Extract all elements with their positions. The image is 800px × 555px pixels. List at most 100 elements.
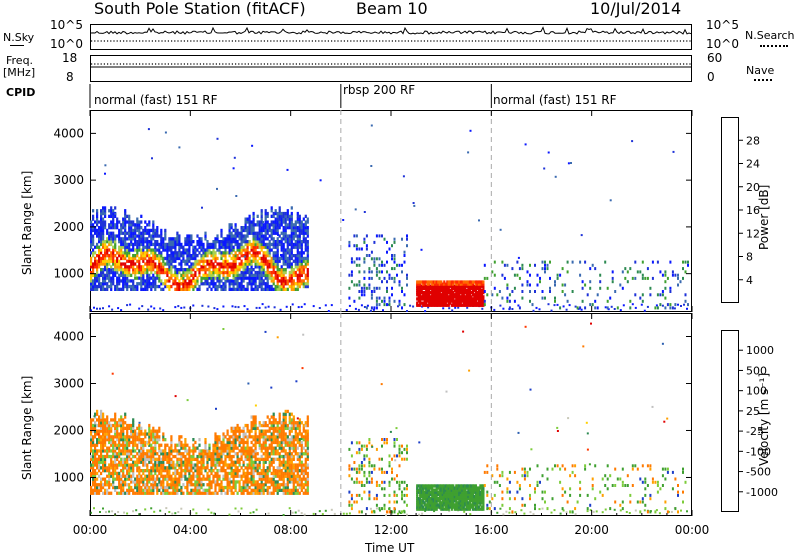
data-cell <box>379 234 381 237</box>
data-cell <box>168 271 170 274</box>
data-cell <box>186 458 188 461</box>
data-cell <box>656 304 658 306</box>
data-cell <box>537 274 539 277</box>
data-cell <box>263 447 265 450</box>
data-cell <box>654 306 656 309</box>
data-cell <box>237 466 239 469</box>
data-cell <box>160 279 162 282</box>
data-cell <box>263 432 265 435</box>
data-cell <box>222 306 224 308</box>
data-cell <box>277 492 279 495</box>
data-cell <box>370 165 372 167</box>
data-cell <box>138 282 140 285</box>
data-cell <box>192 492 194 495</box>
data-cell <box>421 249 423 251</box>
data-cell <box>265 220 267 223</box>
data-cell <box>214 251 216 254</box>
data-cell <box>100 410 102 413</box>
data-cell <box>249 215 251 218</box>
data-cell <box>373 287 375 290</box>
data-cell <box>301 271 303 274</box>
data-cell <box>140 447 142 450</box>
data-cell <box>150 483 152 486</box>
data-cell <box>142 478 144 481</box>
data-cell <box>567 270 569 273</box>
data-cell <box>148 449 150 452</box>
data-cell <box>134 455 136 458</box>
data-cell <box>162 461 164 464</box>
data-cell <box>136 277 138 280</box>
data-cell <box>200 461 202 464</box>
data-cell <box>166 478 168 481</box>
data-cell <box>92 449 94 452</box>
data-cell <box>92 478 94 481</box>
data-cell <box>164 444 166 447</box>
data-cell <box>116 432 118 435</box>
data-cell <box>118 492 120 495</box>
data-cell <box>376 267 378 270</box>
data-cell <box>289 220 291 223</box>
data-cell <box>138 461 140 464</box>
data-cell <box>152 478 154 481</box>
data-cell <box>289 418 291 421</box>
data-cell <box>218 475 220 478</box>
data-cell <box>174 492 176 495</box>
data-cell <box>124 413 126 416</box>
data-cell <box>122 461 124 464</box>
data-cell <box>128 285 130 288</box>
data-cell <box>237 254 239 257</box>
data-cell <box>610 199 612 201</box>
data-cell <box>144 271 146 274</box>
data-cell <box>110 483 112 486</box>
data-cell <box>634 261 636 264</box>
data-cell <box>245 432 247 435</box>
data-cell <box>287 435 289 438</box>
data-cell <box>140 438 142 441</box>
data-cell <box>148 220 150 223</box>
data-cell <box>166 279 168 282</box>
data-cell <box>263 452 265 455</box>
data-cell <box>239 475 241 478</box>
data-cell <box>361 304 363 306</box>
data-cell <box>124 427 126 430</box>
data-cell <box>94 447 96 450</box>
data-cell <box>481 308 483 310</box>
data-cell <box>269 418 271 421</box>
data-cell <box>612 270 614 273</box>
data-cell <box>391 254 393 257</box>
data-cell <box>295 475 297 478</box>
data-cell <box>364 211 366 213</box>
data-cell <box>373 290 375 293</box>
data-cell <box>241 430 243 433</box>
data-cell <box>394 254 396 257</box>
data-cell <box>363 270 365 273</box>
data-cell <box>180 435 182 438</box>
data-cell <box>102 206 104 209</box>
data-cell <box>253 220 255 223</box>
data-cell <box>146 475 148 478</box>
data-cell <box>673 151 675 153</box>
data-cell <box>188 271 190 274</box>
data-cell <box>261 444 263 447</box>
data-cell <box>180 243 182 246</box>
data-cell <box>396 264 398 267</box>
data-cell <box>599 274 601 277</box>
data-cell <box>351 270 353 273</box>
data-cell <box>293 435 295 438</box>
data-cell <box>100 461 102 464</box>
data-cell <box>572 290 574 293</box>
data-cell <box>237 447 239 450</box>
data-cell <box>257 220 259 223</box>
data-cell <box>291 262 293 265</box>
data-cell <box>158 455 160 458</box>
data-cell <box>233 461 235 464</box>
data-cell <box>136 240 138 243</box>
data-cell <box>198 449 200 452</box>
data-cell <box>178 146 180 148</box>
data-cell <box>90 418 92 421</box>
data-cell <box>150 492 152 495</box>
data-cell <box>271 478 273 481</box>
data-cell <box>222 447 224 450</box>
data-cell <box>386 303 388 306</box>
data-cell <box>208 478 210 481</box>
